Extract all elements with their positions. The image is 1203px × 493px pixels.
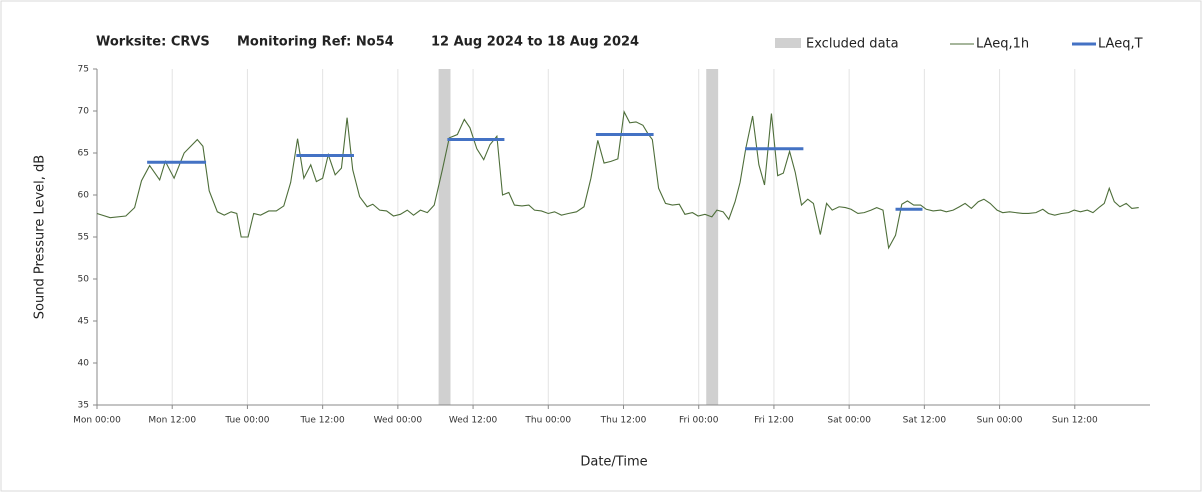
legend-swatch: [775, 38, 801, 48]
excluded-band: [438, 69, 451, 405]
legend-label: LAeq,1h: [976, 37, 1029, 52]
chart-subtitle: Monitoring Ref: No54: [237, 35, 394, 50]
y-tick-label: 65: [78, 149, 89, 159]
legend-label: Excluded data: [806, 37, 899, 52]
y-tick-label: 60: [78, 191, 90, 201]
date-range: 12 Aug 2024 to 18 Aug 2024: [431, 35, 639, 50]
legend-label: LAeq,T: [1098, 37, 1143, 52]
excluded-band: [706, 69, 719, 405]
x-tick-label: Fri 12:00: [754, 416, 794, 426]
x-tick-label: Tue 00:00: [224, 416, 269, 426]
x-axis-title: Date/Time: [580, 455, 647, 470]
x-tick-label: Sun 00:00: [977, 416, 1023, 426]
y-tick-label: 50: [78, 275, 90, 285]
x-tick-label: Tue 12:00: [300, 416, 345, 426]
y-tick-label: 55: [78, 233, 89, 243]
y-tick-label: 35: [78, 401, 89, 411]
data-line: [96, 110, 1139, 250]
y-tick-label: 70: [78, 107, 90, 117]
x-tick-label: Thu 12:00: [600, 416, 647, 426]
x-tick-label: Thu 00:00: [524, 416, 571, 426]
x-tick-label: Wed 12:00: [449, 416, 498, 426]
x-tick-label: Wed 00:00: [374, 416, 423, 426]
x-tick-label: Sat 00:00: [827, 416, 871, 426]
x-tick-label: Mon 12:00: [148, 416, 196, 426]
x-tick-label: Sun 12:00: [1052, 416, 1098, 426]
chart-title: Worksite: CRVS: [96, 35, 210, 50]
y-axis-title: Sound Pressure Level, dB: [33, 155, 48, 319]
y-tick-label: 40: [78, 359, 90, 369]
x-tick-label: Sat 12:00: [903, 416, 947, 426]
x-tick-label: Mon 00:00: [73, 416, 121, 426]
x-tick-label: Fri 00:00: [679, 416, 719, 426]
y-tick-label: 75: [78, 65, 89, 75]
y-tick-label: 45: [78, 317, 89, 327]
